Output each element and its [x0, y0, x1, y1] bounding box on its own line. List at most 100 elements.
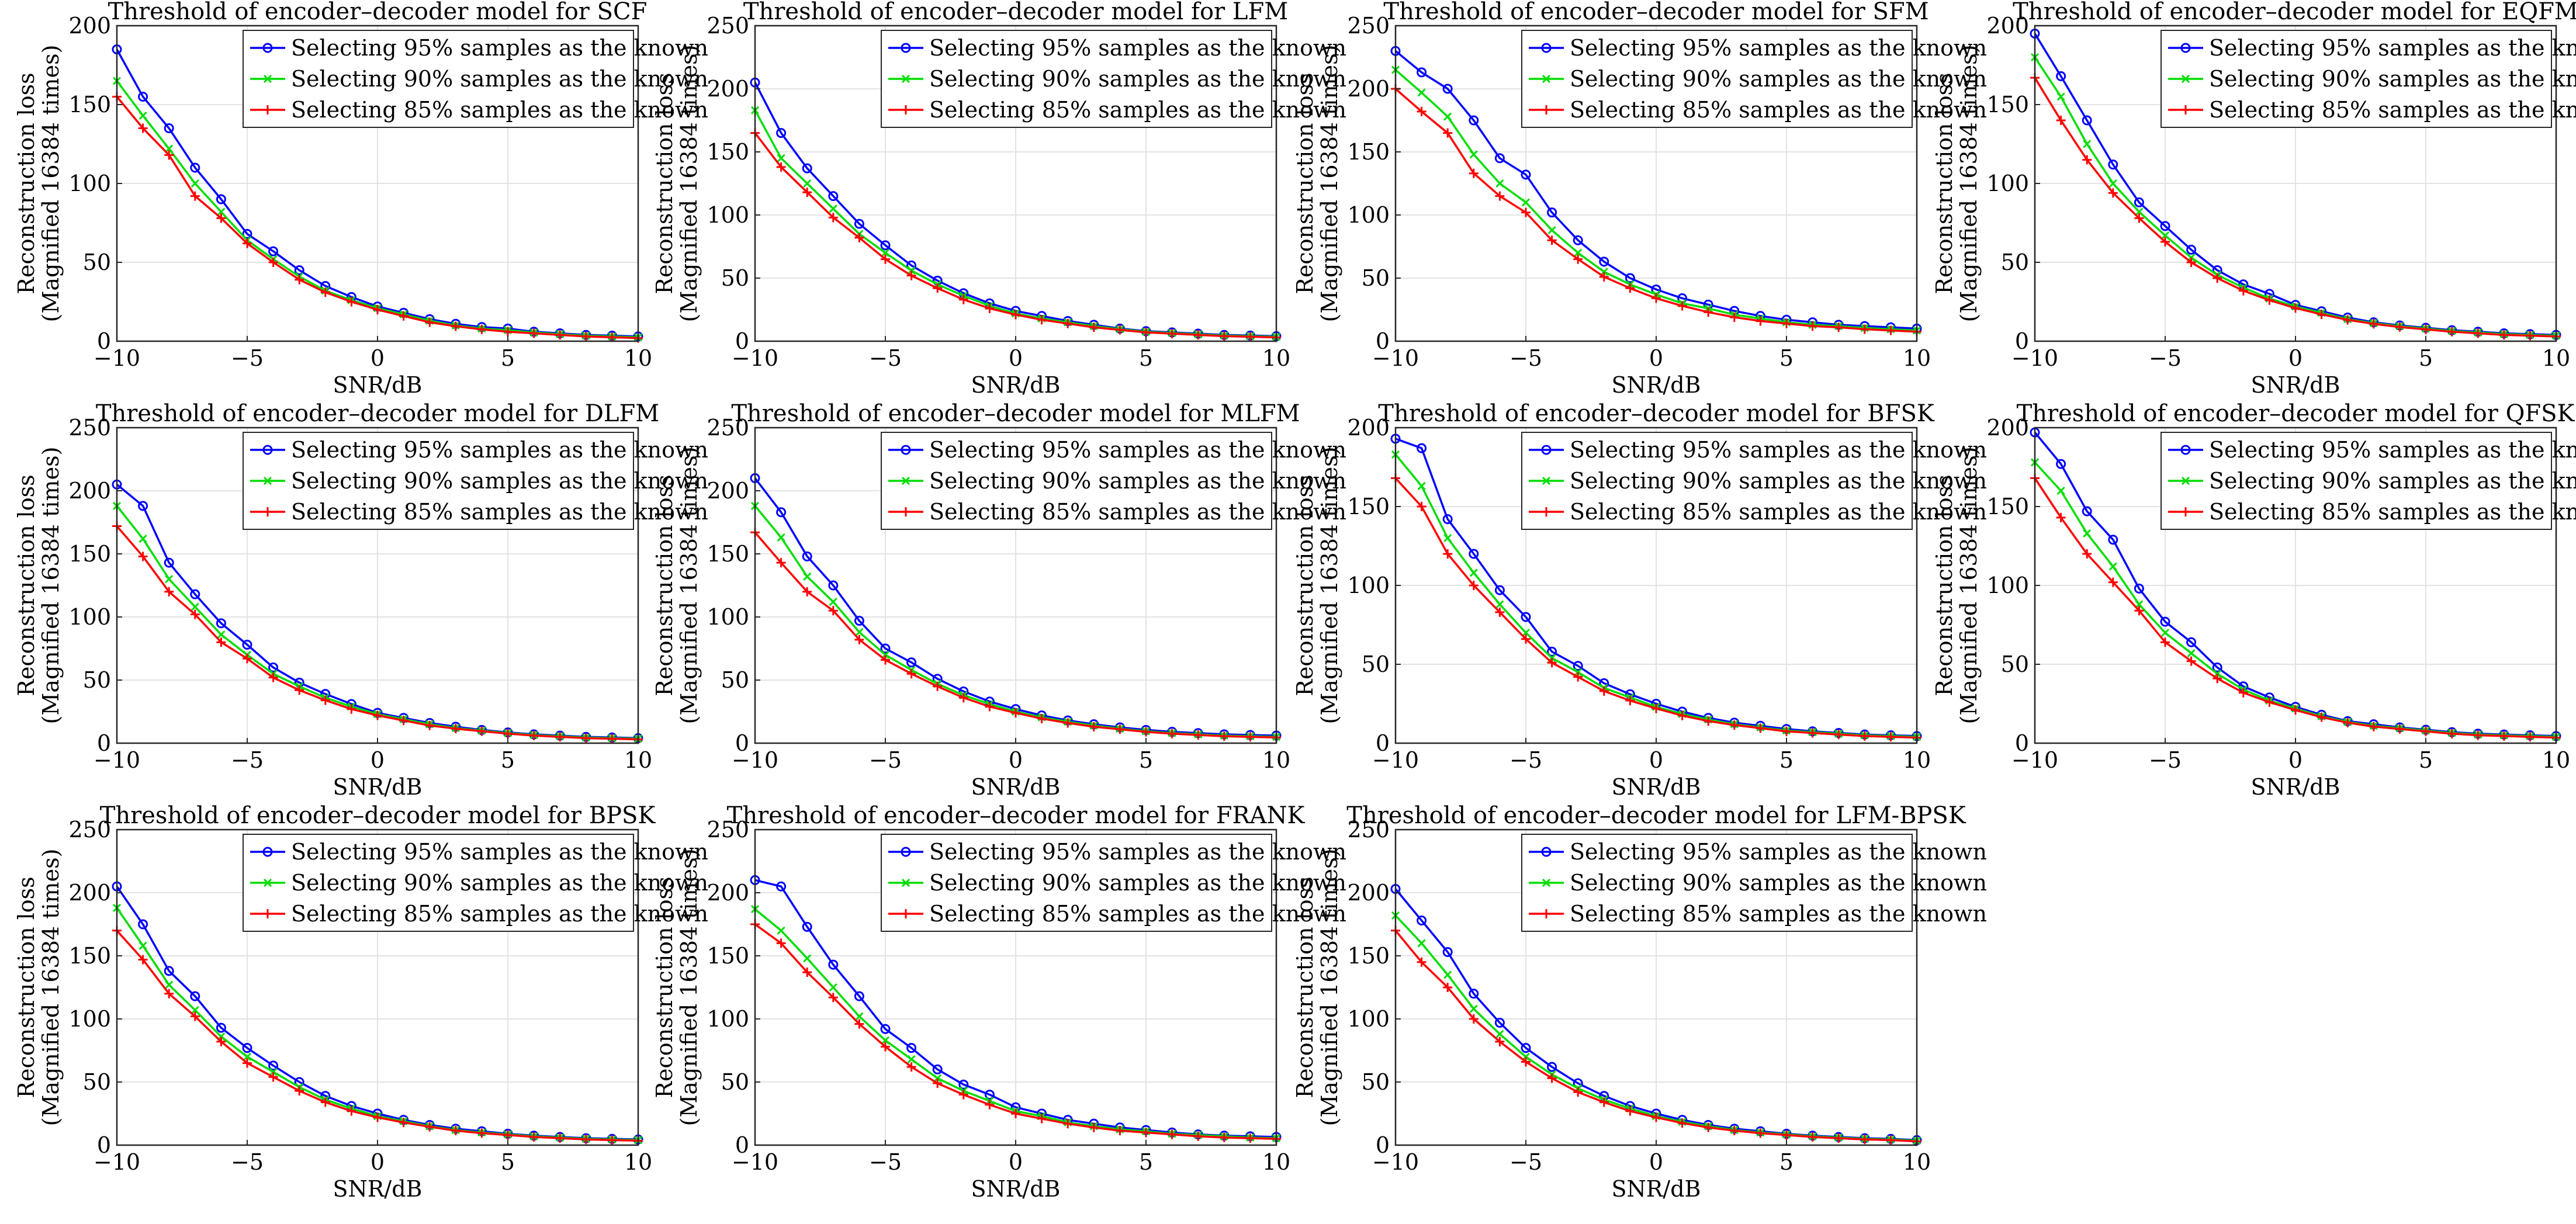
chart-10-legend-box	[1521, 834, 1913, 932]
chart-5-ylabel-line1: Reconstruction loss	[652, 474, 677, 696]
chart-3-title: Threshold of encoder–decoder model for E…	[2013, 0, 2576, 25]
chart-6-ylabel-line2: (Magnified 16384 times)	[1317, 447, 1342, 724]
chart-1-title: Threshold of encoder–decoder model for L…	[743, 0, 1288, 25]
chart-8-series-2-point-3	[190, 1011, 200, 1021]
chart-7-series-2-point-10	[2291, 705, 2300, 715]
chart-9-y-tick-label-1: 50	[721, 1069, 749, 1095]
chart-1-x-tick-label-3: 5	[1139, 345, 1153, 371]
chart-6-legend-label-0: Selecting 95% samples as the known	[1570, 437, 1987, 463]
chart-5-series-1-point-2	[803, 572, 812, 581]
chart-0-series-0-point-7	[294, 265, 304, 275]
chart-9-series-2-point-15	[1141, 1128, 1151, 1138]
chart-1-series-2-point-14	[1115, 325, 1125, 335]
chart-7-x-tick-label-3: 5	[2419, 747, 2433, 773]
chart-5-series-2-point-12	[1063, 718, 1073, 728]
chart-6-series-1-point-5	[1521, 628, 1531, 637]
chart-3-series-1-point-3	[2108, 179, 2117, 188]
chart-7-series-1-point-2	[2083, 529, 2092, 538]
chart-7-series-2-point-13	[2369, 722, 2378, 731]
chart-1-series-2-point-13	[1089, 323, 1099, 332]
chart-7-series-2-point-11	[2317, 712, 2326, 722]
chart-3-series-2-point-13	[2369, 319, 2378, 329]
chart-1-y-tick-label-0: 0	[735, 328, 749, 354]
chart-5-series-2-point-1	[776, 558, 786, 568]
chart-9-y-tick-label-2: 100	[707, 1006, 749, 1032]
chart-0-series-2-point-7	[295, 275, 304, 285]
chart-5-series-2-point-9	[985, 702, 995, 712]
chart-8-x-tick-label-2: 0	[371, 1149, 385, 1175]
chart-4-xlabel: SNR/dB	[333, 774, 423, 800]
chart-8-series-1-point-6	[269, 1067, 278, 1076]
chart-0-legend-label-0: Selecting 95% samples as the known	[291, 35, 708, 61]
chart-0-series-2-point-9	[347, 297, 356, 307]
chart-4-series-2-point-5	[243, 654, 252, 664]
chart-6-legend-label-2: Selecting 85% samples as the known	[1570, 499, 1987, 525]
chart-7-y-tick-label-4: 200	[1986, 415, 2029, 441]
chart-0-y-tick-label-2: 100	[68, 171, 111, 196]
chart-10-series-2-point-5	[1521, 1057, 1531, 1067]
chart-0-ylabel-line2: (Magnified 16384 times)	[38, 45, 64, 323]
chart-0-series-2-point-5	[243, 238, 252, 248]
chart-9-series-0-point-9	[984, 1090, 995, 1100]
chart-4-series-0-point-5	[242, 640, 252, 650]
chart-10-series-0-point-5	[1521, 1043, 1531, 1053]
chart-9-series-2-point-2	[802, 968, 812, 977]
chart-3-legend-marker-1	[2181, 74, 2190, 84]
chart-0-legend-label-2: Selecting 85% samples as the known	[291, 97, 708, 123]
chart-6-x-tick-label-4: 10	[1903, 747, 1931, 773]
chart-6-series-2-point-13	[1729, 720, 1739, 730]
chart-7-series-0-point-5	[2160, 616, 2170, 627]
chart-8-series-2-point-19	[607, 1135, 617, 1145]
chart-7-series-2-point-9	[2265, 697, 2274, 707]
chart-4-series-0-point-1	[138, 501, 148, 511]
chart-10-series-2-point-8	[1599, 1097, 1609, 1107]
chart-1-y-tick-label-3: 150	[707, 139, 749, 165]
chart-6-series-2-point-14	[1756, 723, 1765, 733]
chart-7-series-2-point-17	[2473, 730, 2483, 740]
chart-10-series-2-point-19	[1886, 1135, 1896, 1145]
chart-9-series-1-point-4	[855, 1012, 864, 1021]
chart-9-series-2-point-4	[854, 1019, 864, 1029]
chart-8-legend-marker-1	[263, 878, 272, 887]
chart-4-legend-box	[243, 432, 634, 530]
chart-7-series-0-point-6	[2186, 637, 2197, 647]
chart-2-series-1-point-1	[1417, 88, 1426, 97]
chart-5-legend-marker-2	[901, 507, 910, 516]
chart-5-series-0-point-5	[880, 643, 891, 654]
chart-1-series-2-point-1	[776, 162, 786, 172]
chart-4-y-tick-label-4: 200	[68, 478, 111, 504]
chart-9-series-0-point-3	[828, 959, 839, 970]
chart-4-series-1-point-1	[139, 535, 147, 543]
chart-9-x-tick-label-4: 10	[1262, 1149, 1290, 1175]
chart-7-series-2-point-3	[2108, 577, 2118, 587]
chart-2-ylabel-line1: Reconstruction loss	[1292, 72, 1318, 294]
chart-1-series-0-point-2	[802, 163, 812, 174]
chart-6-y-tick-label-4: 200	[1347, 415, 1390, 441]
chart-9-series-0-point-5	[880, 1024, 891, 1034]
chart-7-series-2-point-8	[2238, 688, 2248, 698]
chart-6-legend-label-1: Selecting 90% samples as the known	[1570, 468, 1987, 494]
chart-4-legend-marker-2	[263, 507, 272, 516]
chart-4-series-1-point-4	[217, 630, 226, 639]
chart-5-xlabel: SNR/dB	[971, 774, 1061, 800]
chart-4-x-tick-label-4: 10	[624, 747, 652, 773]
chart-6-legend-marker-1	[1542, 476, 1551, 486]
chart-8-xlabel: SNR/dB	[333, 1176, 423, 1202]
chart-8-y-tick-label-1: 50	[83, 1069, 111, 1095]
chart-1-series-0-point-4	[854, 219, 864, 229]
chart-4-series-2-point-13	[451, 724, 461, 734]
chart-8-x-tick-label-1: −5	[231, 1149, 264, 1175]
chart-8-legend-marker-0	[262, 847, 273, 857]
chart-9-series-0-point-6	[906, 1043, 917, 1053]
chart-3-series-0-point-6	[2186, 244, 2197, 255]
chart-6-legend-box	[1521, 432, 1913, 530]
chart-7-series-1-point-6	[2187, 649, 2196, 658]
chart-10-series-2-point-16	[1808, 1132, 1817, 1142]
chart-7-series-2-point-15	[2421, 726, 2430, 736]
chart-2-title: Threshold of encoder–decoder model for S…	[1383, 0, 1928, 25]
